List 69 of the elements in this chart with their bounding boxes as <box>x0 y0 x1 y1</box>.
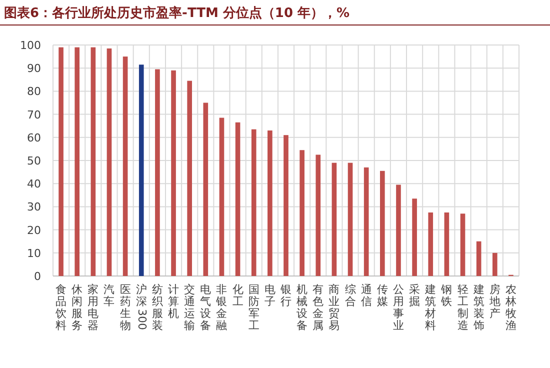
y-tick-label: 80 <box>27 85 41 98</box>
x-tick-label: 沪深300 <box>135 283 148 330</box>
bar <box>171 70 176 276</box>
y-tick-label: 40 <box>27 178 41 191</box>
bar <box>106 48 112 276</box>
x-tick-label: 交通运输 <box>184 283 196 332</box>
x-tick-label: 传媒 <box>376 283 388 308</box>
bar <box>219 118 224 276</box>
bar <box>90 47 96 276</box>
x-tick-label: 有色金属 <box>312 283 324 332</box>
x-tick-label: 电子 <box>264 283 276 308</box>
bar <box>428 212 434 276</box>
bar <box>332 162 337 276</box>
x-tick-label: 钢铁 <box>440 283 452 308</box>
y-tick-label: 30 <box>27 200 41 214</box>
x-tick-label: 电气设备 <box>200 283 212 332</box>
bar <box>268 130 272 276</box>
x-tick-label: 非银金融 <box>215 283 228 332</box>
bar <box>74 47 80 276</box>
x-tick-label: 食品饮料 <box>54 283 67 332</box>
x-tick-label: 休闲服务 <box>72 283 83 332</box>
bar <box>364 167 369 276</box>
bar <box>316 154 321 276</box>
y-tick-label: 70 <box>27 108 41 122</box>
x-tick-label: 国防军工 <box>248 283 260 332</box>
bar <box>476 241 482 276</box>
bar <box>58 47 64 276</box>
x-tick-label: 化工 <box>232 283 244 308</box>
x-tick-label: 建筑装饰 <box>472 283 484 332</box>
bar <box>138 64 144 276</box>
bar <box>460 214 466 276</box>
x-tick-label: 轻工制造 <box>457 283 468 332</box>
x-tick-label: 计算机 <box>168 283 180 320</box>
y-tick-label: 0 <box>34 270 41 283</box>
bar <box>155 69 160 276</box>
y-tick-label: 60 <box>27 131 41 144</box>
chart-title: 图表6：各行业所处历史市盈率-TTM 分位点（10 年），% <box>4 5 350 21</box>
y-tick-label: 20 <box>27 224 41 237</box>
bar <box>300 150 304 276</box>
x-tick-label: 汽车 <box>104 283 115 308</box>
x-tick-label: 家用电器 <box>88 283 99 332</box>
x-tick-label: 采掘 <box>409 283 420 308</box>
bar <box>122 56 128 276</box>
x-tick-label: 房地产 <box>488 283 500 320</box>
bar <box>203 102 208 276</box>
x-tick-label: 机械设备 <box>296 283 308 332</box>
x-tick-label: 商业贸易 <box>328 283 340 332</box>
bar <box>235 122 240 276</box>
bar <box>380 170 385 276</box>
x-tick-label: 通信 <box>360 283 372 308</box>
x-tick-label: 医药生物 <box>120 283 131 332</box>
x-tick-label: 公用事业 <box>392 283 404 332</box>
y-tick-label: 90 <box>27 62 41 76</box>
y-tick-label: 100 <box>20 39 41 52</box>
bar <box>412 198 417 276</box>
x-tick-label: 农林牧渔 <box>504 283 516 332</box>
x-tick-label: 综合 <box>344 283 356 308</box>
y-tick-label: 10 <box>27 246 41 260</box>
y-tick-label: 50 <box>27 154 41 168</box>
bar <box>187 80 192 276</box>
bar <box>348 162 353 276</box>
bar <box>492 252 498 276</box>
x-tick-label: 纺织服装 <box>152 283 163 332</box>
bar <box>284 135 288 276</box>
bar <box>396 184 401 276</box>
x-tick-label: 建筑材料 <box>424 283 436 332</box>
bar <box>444 212 450 276</box>
bar <box>251 129 256 276</box>
x-tick-label: 银行 <box>280 283 292 308</box>
